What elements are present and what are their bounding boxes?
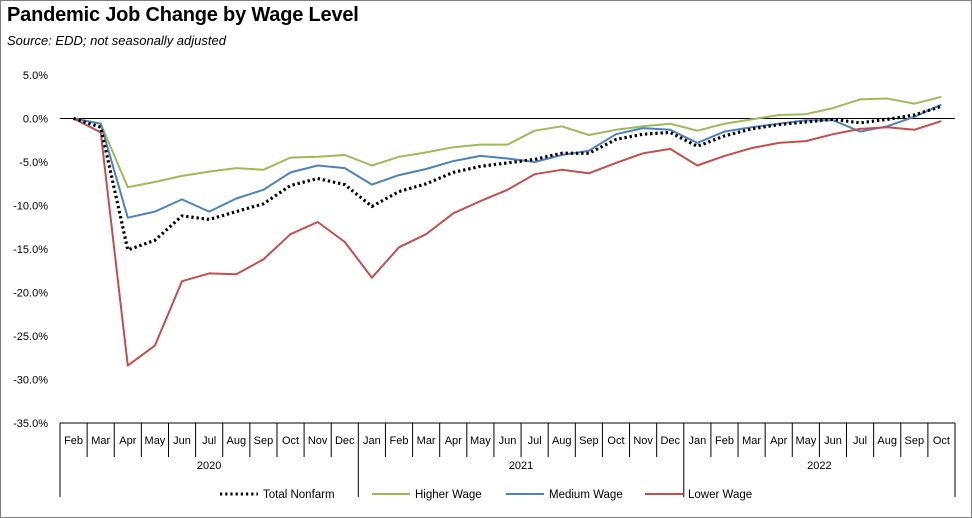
y-tick-label: 5.0% — [23, 70, 48, 82]
x-tick-label: Dec — [335, 435, 355, 447]
x-tick-label: Jan — [363, 435, 381, 447]
x-tick-label: Nov — [633, 435, 653, 447]
y-tick-label: -20.0% — [13, 288, 48, 300]
series-lines — [73, 95, 942, 367]
x-tick-label: Jun — [824, 435, 842, 447]
y-tick-label: 0.0% — [23, 114, 48, 126]
x-tick-label: Feb — [715, 435, 734, 447]
legend-label: Higher Wage — [415, 489, 482, 501]
year-label: 2022 — [807, 460, 831, 472]
x-tick-label: Oct — [282, 435, 299, 447]
x-tick-label: May — [795, 435, 816, 447]
series-line-total-nonfarm-overlay — [73, 104, 942, 252]
x-tick-label: Mar — [417, 435, 436, 447]
y-tick-label: -35.0% — [13, 418, 48, 430]
year-label: 2021 — [509, 460, 533, 472]
x-tick-label: Mar — [91, 435, 110, 447]
y-tick-label: -5.0% — [19, 157, 48, 169]
legend-label: Total Nonfarm — [263, 489, 335, 501]
x-tick-label: Feb — [64, 435, 83, 447]
x-tick-label: May — [145, 435, 166, 447]
x-tick-label: Sep — [905, 435, 925, 447]
x-tick-label: Oct — [607, 435, 624, 447]
y-tick-label: -10.0% — [13, 201, 48, 213]
x-tick-label: Apr — [445, 435, 462, 447]
legend: Total Nonfarm Higher Wage Medium Wage Lower… — [220, 489, 752, 501]
legend-label: Medium Wage — [549, 489, 623, 501]
y-tick-label: -15.0% — [13, 244, 48, 256]
x-tick-label: Aug — [552, 435, 572, 447]
x-tick-label: Aug — [226, 435, 246, 447]
chart-title: Pandemic Job Change by Wage Level — [7, 4, 359, 26]
x-axis: Feb Mar Apr May Jun Jul Aug Sep Oct Nov Dec Jan Feb M… — [59, 422, 956, 497]
x-tick-label: Sep — [579, 435, 599, 447]
x-tick-label: Jul — [853, 435, 867, 447]
x-tick-label: Jan — [688, 435, 706, 447]
x-tick-label: Apr — [119, 435, 136, 447]
x-tick-label: Oct — [933, 435, 950, 447]
legend-label: Lower Wage — [688, 489, 752, 501]
x-tick-label: Dec — [660, 435, 680, 447]
x-tick-label: Jul — [528, 435, 542, 447]
x-tick-label: Sep — [254, 435, 274, 447]
x-tick-label: Jul — [202, 435, 216, 447]
x-tick-label: Apr — [770, 435, 787, 447]
series-line-medium-wage — [73, 103, 942, 219]
chart-subtitle: Source: EDD; not seasonally adjusted — [7, 33, 226, 48]
x-tick-label: Jun — [499, 435, 517, 447]
x-tick-label: Aug — [877, 435, 897, 447]
y-tick-label: -25.0% — [13, 331, 48, 343]
y-tick-label: -30.0% — [13, 375, 48, 387]
series-line-lower-wage — [73, 117, 942, 367]
series-line-higher-wage — [73, 95, 942, 189]
x-tick-label: Nov — [308, 435, 328, 447]
x-tick-label: Mar — [742, 435, 761, 447]
series-line-total-nonfarm — [73, 104, 942, 252]
year-label: 2020 — [197, 460, 221, 472]
x-tick-label: Jun — [173, 435, 191, 447]
y-axis: 5.0% 0.0% -5.0% -10.0% -15.0% -20.0% -25.0% -30… — [13, 70, 955, 430]
x-tick-label: Feb — [390, 435, 409, 447]
x-tick-label: May — [470, 435, 491, 447]
